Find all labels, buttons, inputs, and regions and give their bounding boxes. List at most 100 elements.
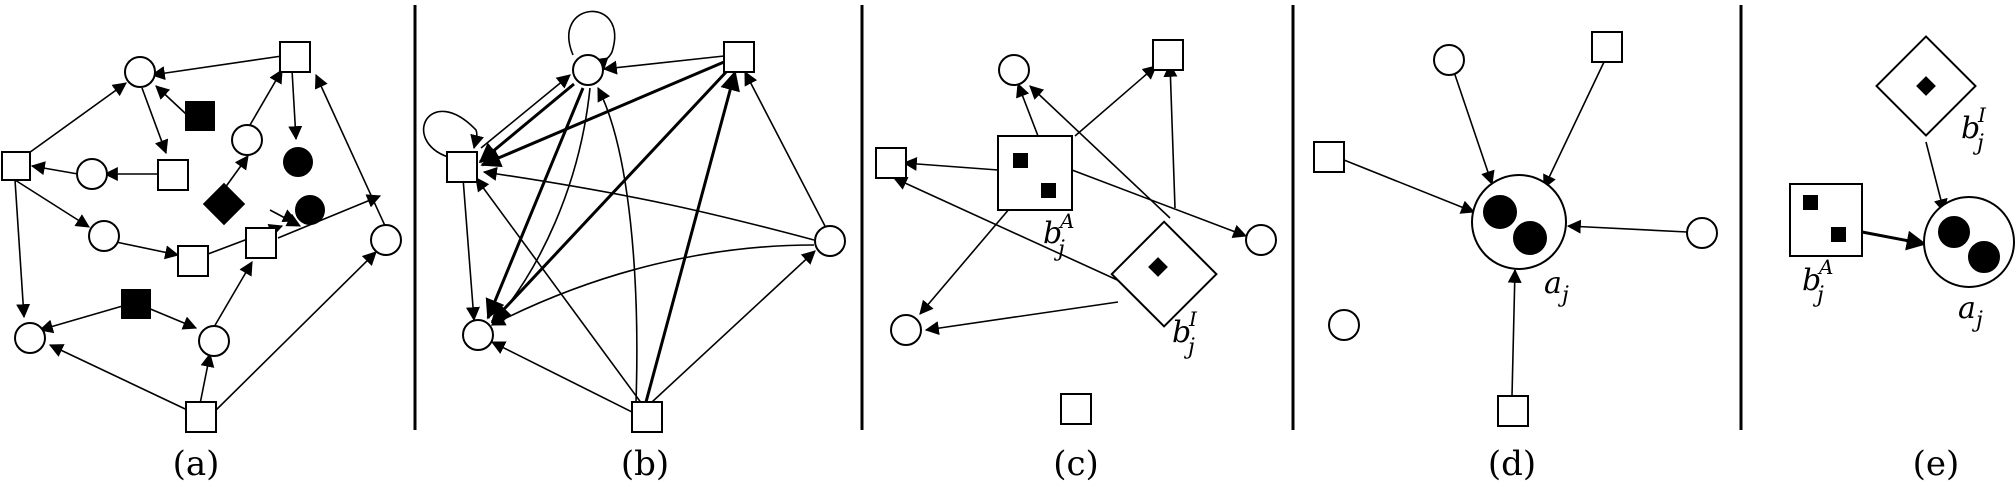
- panel-caption: (d): [1488, 444, 1536, 484]
- edge: [1071, 169, 1248, 238]
- panel-b-edges: [422, 10, 827, 417]
- edge: [147, 307, 198, 330]
- edge: [213, 260, 253, 328]
- label-b: b: [1043, 216, 1062, 251]
- edge: [1861, 230, 1927, 251]
- edge: [602, 55, 725, 75]
- inner-filled-circle: [1513, 221, 1547, 255]
- panel-caption: (a): [173, 444, 220, 484]
- edge: [1029, 85, 1171, 219]
- circle-node: [76, 158, 108, 190]
- edge: [1925, 141, 1948, 214]
- composite-square-node-b-A: [997, 135, 1073, 211]
- edge: [14, 179, 31, 319]
- edge: [155, 85, 187, 115]
- circle-node: [1686, 217, 1718, 249]
- edge: [141, 87, 169, 155]
- edge: [38, 304, 127, 334]
- label-b-I: b I j: [1172, 307, 1198, 360]
- square-node: [723, 41, 755, 73]
- circle-node: [231, 124, 263, 156]
- panel-e-edges: [1861, 141, 1948, 251]
- edge: [1543, 61, 1605, 190]
- circle-node: [124, 56, 156, 88]
- panel-caption: (e): [1913, 444, 1960, 484]
- edge: [924, 301, 1119, 336]
- edge: [462, 177, 480, 322]
- circle-node: [370, 224, 402, 256]
- label-superscript-A: A: [1817, 255, 1833, 279]
- circle-node: [198, 325, 230, 357]
- label-b-I: b I j: [1961, 103, 1987, 156]
- edge: [1451, 65, 1495, 186]
- circle-node: [998, 54, 1030, 86]
- circle-node: [890, 314, 922, 346]
- panel-caption: (c): [1053, 444, 1099, 484]
- composite-circle-node-a: [1471, 174, 1567, 270]
- inner-filled-square: [1831, 227, 1846, 242]
- inner-filled-square: [1803, 195, 1818, 210]
- circle-node: [88, 220, 120, 252]
- square-node: [157, 159, 189, 191]
- panel-caption: (b): [621, 444, 669, 484]
- edge: [1566, 219, 1688, 234]
- edge: [480, 60, 725, 168]
- circle-node: [572, 54, 604, 86]
- edge: [491, 87, 591, 326]
- edge: [475, 177, 643, 405]
- label-b: b: [1961, 111, 1980, 146]
- square-node: [631, 401, 663, 433]
- edge: [892, 176, 1127, 285]
- square-node: [245, 227, 277, 259]
- square-node: [1060, 393, 1092, 425]
- square-node: [185, 401, 217, 433]
- label-a: a j: [1958, 291, 1983, 333]
- panel-d-nodes: [1313, 31, 1718, 427]
- edge: [115, 241, 180, 260]
- square-node: [1591, 31, 1623, 63]
- filled-circle-node: [283, 147, 313, 177]
- label-a-letter: a: [1958, 291, 1976, 326]
- edge: [651, 250, 816, 403]
- edge: [150, 55, 283, 81]
- edge: [1343, 159, 1476, 214]
- label-b: b: [1802, 263, 1821, 298]
- label-a: a j: [1544, 266, 1569, 308]
- filled-diamond-node: [202, 182, 246, 226]
- square-node: [1, 151, 31, 181]
- square-node: [446, 151, 478, 183]
- inner-filled-circle: [1938, 216, 1970, 248]
- filled-square-node: [185, 101, 215, 131]
- inner-filled-diamond: [1148, 257, 1168, 277]
- inner-filled-circle: [1483, 195, 1517, 229]
- label-a-letter: a: [1544, 266, 1562, 301]
- edge: [644, 70, 740, 403]
- circle-node: [14, 322, 46, 354]
- edge: [490, 68, 730, 324]
- composite-circle-node-a: [1923, 196, 2015, 288]
- circle-node: [462, 319, 494, 351]
- edge: [490, 341, 641, 417]
- panel-c-edges: [892, 62, 1248, 336]
- square-node: [875, 147, 907, 179]
- edge: [1507, 268, 1522, 397]
- panel-e: b I j b A j a j (e): [1789, 35, 2015, 484]
- edge: [288, 69, 303, 141]
- panel-a-nodes: [1, 41, 402, 433]
- composite-square-node-b-A: [1789, 183, 1863, 257]
- panel-b: (b): [422, 10, 846, 484]
- edge: [902, 156, 999, 171]
- edge: [14, 82, 127, 164]
- edge: [1074, 65, 1157, 137]
- edge: [744, 70, 827, 229]
- edge: [314, 73, 387, 229]
- edge: [480, 74, 571, 149]
- label-superscript-A: A: [1058, 209, 1074, 233]
- circle-node: [1328, 309, 1360, 341]
- edge: [48, 344, 201, 417]
- panel-d-edges: [1343, 61, 1688, 397]
- label-superscript-I: I: [1977, 103, 1987, 127]
- inner-filled-square: [1013, 153, 1028, 168]
- inner-filled-square: [1041, 183, 1056, 198]
